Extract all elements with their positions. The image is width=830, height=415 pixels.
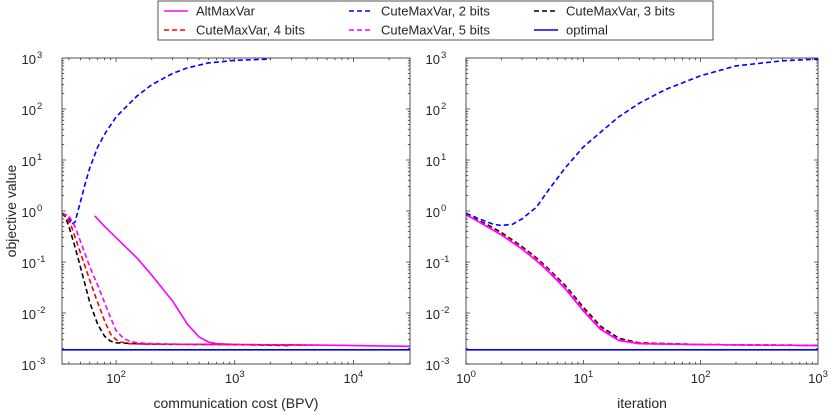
right-y-tick-label: 103 [426, 50, 447, 67]
left-tick-layer: 102 103 104 10-3 10-2 10-1 100 101 102 103 [22, 50, 411, 386]
right-y-tick-label: 10-1 [426, 254, 450, 271]
legend: AltMaxVar CuteMaxVar, 2 bits CuteMaxVar,… [157, 0, 714, 41]
right-y-tick-label: 102 [426, 101, 447, 118]
right-plot: 100 101 102 103 10-3 10-2 10-1 100 101 102 103 ite… [426, 50, 828, 411]
left-series-group [62, 58, 410, 351]
right-x-axis-label: iteration [617, 395, 667, 411]
left-x-tick-label: 102 [106, 369, 126, 386]
right-series-cutemaxvar-2-bits [466, 58, 818, 227]
left-x-axis-label: communication cost (BPV) [154, 395, 319, 411]
right-x-tick-label: 102 [691, 369, 711, 386]
left-y-axis-label: objective value [3, 164, 19, 257]
right-y-tick-label: 100 [426, 203, 447, 220]
left-plot: 102 103 104 10-3 10-2 10-1 100 101 102 103 commun… [3, 50, 411, 411]
left-y-tick-label: 10-1 [22, 254, 46, 271]
left-y-tick-label: 102 [22, 101, 43, 118]
left-series-cutemaxvar-5-bits [62, 212, 318, 346]
right-x-tick-label: 101 [573, 369, 593, 386]
right-y-tick-label: 101 [426, 152, 447, 169]
right-y-tick-label: 10-2 [426, 305, 450, 322]
right-x-tick-label: 100 [456, 369, 476, 386]
right-tick-layer: 100 101 102 103 10-3 10-2 10-1 100 101 102 103 [426, 50, 828, 386]
legend-label-cute-2bits: CuteMaxVar, 2 bits [381, 4, 490, 19]
left-x-tick-label: 103 [225, 369, 245, 386]
right-y-tick-label: 10-3 [426, 356, 450, 373]
left-series-cutemaxvar-4-bits [62, 212, 307, 346]
right-series-layer [466, 58, 818, 351]
legend-item-optimal: optimal [534, 23, 608, 38]
left-y-tick-label: 103 [22, 50, 43, 67]
left-series-cutemaxvar-2-bits [68, 58, 271, 225]
left-y-tick-label: 101 [22, 152, 43, 169]
legend-box [157, 0, 714, 41]
legend-item-cute-5bits: CuteMaxVar, 5 bits [349, 23, 490, 38]
left-y-tick-label: 10-2 [22, 305, 46, 322]
left-y-tick-label: 10-3 [22, 356, 46, 373]
legend-item-cute-3bits: CuteMaxVar, 3 bits [534, 4, 675, 19]
legend-label-cute-4bits: CuteMaxVar, 4 bits [196, 23, 305, 38]
left-x-tick-label: 104 [344, 369, 364, 386]
legend-label-cute-3bits: CuteMaxVar, 3 bits [566, 4, 675, 19]
legend-label-optimal: optimal [566, 23, 608, 38]
legend-label-cute-5bits: CuteMaxVar, 5 bits [381, 23, 490, 38]
right-plot-area [466, 58, 818, 364]
right-series-group [466, 58, 818, 351]
left-y-tick-label: 100 [22, 203, 43, 220]
legend-item-altmaxvar: AltMaxVar [164, 4, 256, 19]
right-x-tick-label: 103 [808, 369, 828, 386]
left-plot-area [62, 58, 410, 364]
legend-label-altmaxvar: AltMaxVar [196, 4, 256, 19]
left-series-layer [62, 58, 410, 351]
legend-item-cute-2bits: CuteMaxVar, 2 bits [349, 4, 490, 19]
right-series-altmaxvar [466, 213, 818, 347]
legend-item-cute-4bits: CuteMaxVar, 4 bits [164, 23, 305, 38]
